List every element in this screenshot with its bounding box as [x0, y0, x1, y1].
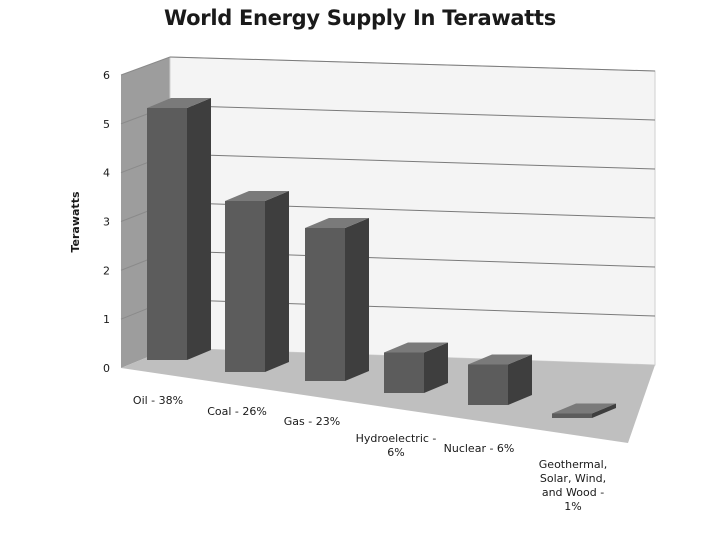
bar-front: [305, 228, 345, 381]
bar-front: [384, 352, 424, 393]
y-tick-label: 3: [103, 216, 110, 229]
category-label-line: and Wood -: [542, 486, 604, 499]
bar: [147, 98, 211, 360]
bar-front: [147, 108, 187, 360]
y-tick-label: 2: [103, 264, 110, 277]
bar-side: [508, 354, 532, 405]
bar-top: [225, 191, 289, 201]
bar-side: [187, 98, 211, 360]
bar-top: [305, 218, 369, 228]
bar-front: [552, 413, 592, 418]
gridline: [169, 153, 656, 170]
bar-top: [384, 342, 448, 353]
y-tick-label: 4: [103, 167, 110, 180]
category-label-line: Coal - 26%: [207, 405, 267, 418]
bar: [468, 354, 532, 405]
category-label-line: Geothermal,: [539, 458, 607, 471]
category-label-line: Hydroelectric -: [356, 432, 437, 445]
category-label: Geothermal, Solar, Wind, and Wood -1%: [539, 458, 607, 513]
bar-front: [468, 364, 508, 405]
y-axis-ticks: 0 1 2 3 4 5 6: [103, 69, 110, 375]
bar-side: [592, 403, 616, 418]
category-label: Coal - 26%: [207, 405, 267, 418]
bar: [552, 403, 616, 418]
category-label-line: Oil - 38%: [133, 394, 183, 407]
category-label-line: 6%: [387, 446, 404, 459]
category-label: Hydroelectric -6%: [356, 432, 437, 459]
x-axis-categories: Oil - 38% Coal - 26% Gas - 23% Hydroelectri…: [133, 394, 607, 513]
bar-side: [424, 342, 448, 393]
y-tick-label: 5: [103, 118, 110, 131]
chart-bars: [147, 98, 616, 418]
bar-top: [552, 403, 616, 414]
bar-side: [345, 218, 369, 381]
gridline: [169, 56, 656, 72]
y-tick-label: 6: [103, 69, 110, 82]
bar: [225, 191, 289, 372]
bar-front: [225, 201, 265, 372]
category-label: Gas - 23%: [284, 415, 340, 428]
bar: [384, 342, 448, 393]
bar-top: [147, 98, 211, 108]
category-label-line: 1%: [564, 500, 581, 513]
gridline: [169, 105, 656, 121]
bar: [305, 218, 369, 381]
category-label: Nuclear - 6%: [444, 442, 515, 455]
category-label-line: Gas - 23%: [284, 415, 340, 428]
category-label: Oil - 38%: [133, 394, 183, 407]
chart-title: World Energy Supply In Terawatts: [164, 6, 556, 30]
bar-side: [265, 191, 289, 372]
category-label-line: Nuclear - 6%: [444, 442, 515, 455]
gridline-side: [120, 56, 171, 76]
y-tick-label: 0: [103, 362, 110, 375]
y-axis-label: Terawatts: [69, 191, 82, 252]
category-label-line: Solar, Wind,: [540, 472, 606, 485]
bar-top: [468, 354, 532, 365]
y-tick-label: 1: [103, 313, 110, 326]
